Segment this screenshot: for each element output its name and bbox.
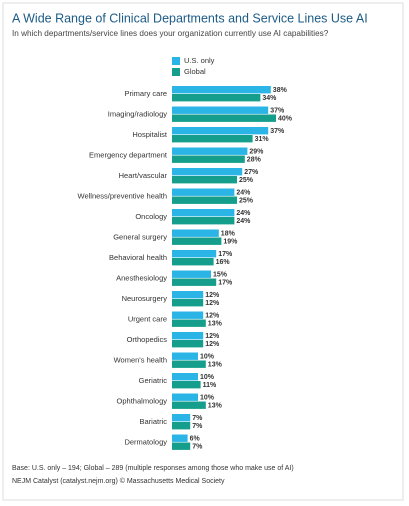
value-label: 12%	[205, 312, 220, 319]
bar	[172, 319, 206, 327]
category-label: Anesthesiology	[116, 273, 167, 282]
value-label: 10%	[200, 394, 215, 401]
bar	[172, 311, 204, 319]
category-label: Dermatology	[124, 437, 167, 446]
bar	[172, 373, 198, 381]
bar	[172, 168, 243, 176]
bar	[172, 414, 191, 422]
value-label: 34%	[262, 95, 277, 102]
bar	[172, 381, 201, 389]
category-label: Primary care	[124, 89, 167, 98]
category-label: Behavioral health	[109, 253, 167, 262]
legend-label: Global	[184, 67, 206, 76]
chart-title: A Wide Range of Clinical Departments and…	[12, 11, 368, 25]
value-label: 10%	[200, 353, 215, 360]
category-label: Ophthalmology	[117, 396, 168, 405]
value-label: 15%	[213, 271, 228, 278]
category-label: Imaging/radiology	[108, 109, 167, 118]
footnote: Base: U.S. only – 194; Global – 289 (mul…	[12, 465, 294, 472]
value-label: 25%	[239, 177, 254, 184]
value-label: 25%	[239, 197, 254, 204]
bar	[172, 188, 235, 196]
category-label: Bariatric	[139, 417, 167, 426]
value-label: 13%	[208, 320, 223, 327]
bar	[172, 332, 204, 340]
bar	[172, 94, 261, 102]
value-label: 6%	[190, 435, 201, 442]
legend-label: U.S. only	[184, 56, 215, 65]
value-label: 16%	[216, 259, 231, 266]
category-label: Oncology	[135, 212, 167, 221]
category-label: Heart/vascular	[119, 171, 168, 180]
value-label: 29%	[249, 148, 264, 155]
category-label: Geriatric	[139, 376, 168, 385]
bar	[172, 106, 269, 114]
bar	[172, 229, 219, 237]
value-label: 12%	[205, 341, 220, 348]
bar	[172, 196, 237, 204]
bar	[172, 442, 191, 450]
value-label: 12%	[205, 292, 220, 299]
category-label: Hospitalist	[132, 130, 168, 139]
bar	[172, 209, 235, 217]
bar	[172, 299, 204, 307]
value-label: 13%	[208, 361, 223, 368]
bar	[172, 340, 204, 348]
value-label: 28%	[247, 156, 262, 163]
bar	[172, 393, 198, 401]
bar	[172, 86, 271, 94]
legend-swatch	[172, 57, 180, 65]
value-label: 19%	[223, 238, 238, 245]
value-label: 38%	[273, 87, 288, 94]
bar	[172, 278, 217, 286]
value-label: 17%	[218, 279, 233, 286]
footnote: NEJM Catalyst (catalyst.nejm.org) © Mass…	[12, 477, 225, 485]
bar	[172, 434, 188, 442]
value-label: 10%	[200, 374, 215, 381]
value-label: 12%	[205, 300, 220, 307]
category-label: Emergency department	[89, 150, 168, 159]
value-label: 24%	[236, 218, 251, 225]
bar	[172, 258, 214, 266]
category-label: Women's health	[114, 355, 167, 364]
category-label: Urgent care	[128, 314, 167, 323]
bar	[172, 237, 222, 245]
bar	[172, 360, 206, 368]
legend-swatch	[172, 68, 180, 76]
bar	[172, 176, 237, 184]
value-label: 40%	[278, 115, 293, 122]
bar	[172, 352, 198, 360]
value-label: 24%	[236, 189, 251, 196]
value-label: 31%	[255, 136, 270, 143]
bar	[172, 127, 269, 135]
value-label: 12%	[205, 333, 220, 340]
value-label: 7%	[192, 415, 203, 422]
value-label: 11%	[203, 382, 217, 389]
category-label: Neurosurgery	[122, 294, 168, 303]
bar	[172, 217, 235, 225]
value-label: 37%	[270, 107, 285, 114]
value-label: 18%	[221, 230, 236, 237]
value-label: 37%	[270, 128, 285, 135]
bar	[172, 114, 276, 122]
bar	[172, 401, 206, 409]
bar	[172, 147, 248, 155]
value-label: 7%	[192, 443, 203, 450]
category-label: Wellness/preventive health	[78, 191, 168, 200]
bar	[172, 291, 204, 299]
value-label: 17%	[218, 251, 233, 258]
chart-subtitle: In which departments/service lines does …	[12, 29, 329, 38]
bar	[172, 155, 245, 163]
value-label: 27%	[244, 169, 259, 176]
bar	[172, 250, 217, 258]
bar	[172, 135, 253, 143]
category-label: Orthopedics	[127, 335, 168, 344]
bar	[172, 270, 211, 278]
value-label: 13%	[208, 402, 223, 409]
category-label: General surgery	[113, 232, 167, 241]
value-label: 7%	[192, 423, 203, 430]
value-label: 24%	[236, 210, 251, 217]
bar	[172, 422, 191, 430]
